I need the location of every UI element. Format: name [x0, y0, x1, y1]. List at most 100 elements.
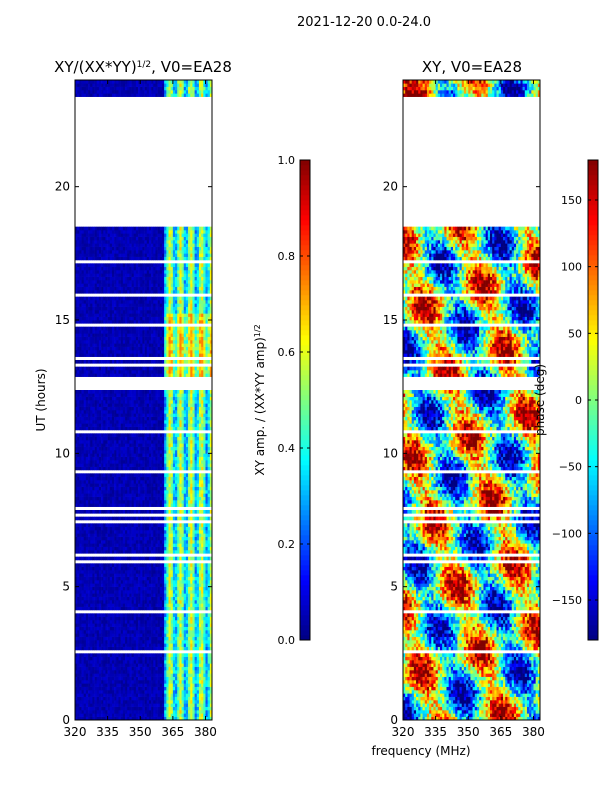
amp-cell: [92, 517, 94, 521]
amp-cell: [205, 667, 207, 671]
amp-cell: [101, 663, 103, 667]
amp-cell: [164, 667, 166, 671]
amp-cell: [147, 607, 149, 611]
amp-cell: [175, 490, 177, 494]
amp-cell: [162, 620, 164, 624]
amp-cell: [108, 563, 110, 567]
amp-cell: [142, 627, 144, 631]
amp-cell: [105, 587, 107, 591]
amp-cell: [134, 533, 136, 537]
amp-cell: [184, 543, 186, 547]
amp-cell: [145, 483, 147, 487]
amp-cell: [88, 490, 90, 494]
amp-cell: [99, 483, 101, 487]
amp-cell: [199, 500, 201, 504]
amp-cell: [149, 527, 151, 531]
amp-cell: [132, 643, 134, 647]
amp-cell: [188, 600, 190, 604]
amp-cell: [190, 583, 192, 587]
amp-cell: [175, 707, 177, 711]
amp-cell: [129, 530, 131, 534]
amp-cell: [149, 653, 151, 657]
amp-cell: [121, 563, 123, 567]
amp-cell: [88, 627, 90, 631]
amp-cell: [92, 590, 94, 594]
amp-cell: [79, 580, 81, 584]
amp-cell: [182, 617, 184, 621]
amp-cell: [95, 703, 97, 707]
amp-cell: [188, 713, 190, 717]
amp-cell: [138, 550, 140, 554]
amp-cell: [184, 630, 186, 634]
amp-cell: [118, 647, 120, 651]
amp-cell: [103, 670, 105, 674]
amp-cell: [175, 690, 177, 694]
amp-cell: [84, 490, 86, 494]
amp-cell: [177, 563, 179, 567]
amp-cell: [171, 563, 173, 567]
amp-cell: [171, 667, 173, 671]
amp-cell: [125, 530, 127, 534]
amp-cell: [123, 483, 125, 487]
amp-cell: [142, 543, 144, 547]
amp-cell: [140, 673, 142, 677]
amp-cell: [190, 573, 192, 577]
amp-cell: [110, 670, 112, 674]
amp-cell: [188, 503, 190, 507]
amp-cell: [95, 683, 97, 687]
amp-cell: [121, 670, 123, 674]
amp-cell: [129, 493, 131, 497]
amp-cell: [82, 483, 84, 487]
amp-cell: [118, 543, 120, 547]
amp-cell: [153, 540, 155, 544]
amp-cell: [138, 673, 140, 677]
amp-cell: [151, 537, 153, 541]
amp-cell: [99, 557, 101, 561]
amp-cell: [182, 587, 184, 591]
amp-cell: [162, 547, 164, 551]
amp-cell: [164, 660, 166, 664]
amp-cell: [203, 573, 205, 577]
amp-cell: [97, 527, 99, 531]
amp-cell: [184, 660, 186, 664]
amp-cell: [149, 480, 151, 484]
amp-cell: [147, 603, 149, 607]
amp-cell: [197, 497, 199, 501]
amp-cell: [134, 530, 136, 534]
amp-cell: [101, 697, 103, 701]
amp-cell: [169, 533, 171, 537]
amp-cell: [208, 597, 210, 601]
amp-cell: [125, 600, 127, 604]
amp-cell: [114, 523, 116, 527]
amp-cell: [186, 503, 188, 507]
amp-cell: [151, 583, 153, 587]
amp-cell: [123, 690, 125, 694]
amp-cell: [147, 593, 149, 597]
amp-cell: [125, 563, 127, 567]
amp-cell: [184, 613, 186, 617]
amp-cell: [158, 690, 160, 694]
amp-cell: [86, 677, 88, 681]
amp-cell: [110, 640, 112, 644]
amp-cell: [136, 490, 138, 494]
amp-cell: [108, 653, 110, 657]
amp-cell: [86, 543, 88, 547]
amp-cell: [153, 497, 155, 501]
amp-cell: [82, 593, 84, 597]
amp-cell: [190, 680, 192, 684]
amp-cell: [84, 557, 86, 561]
amp-cell: [116, 603, 118, 607]
amp-cell: [101, 480, 103, 484]
amp-cell: [101, 620, 103, 624]
amp-cell: [195, 570, 197, 574]
amp-cell: [132, 670, 134, 674]
amp-cell: [171, 620, 173, 624]
amp-cell: [169, 687, 171, 691]
amp-cell: [182, 567, 184, 571]
amp-cell: [142, 583, 144, 587]
amp-cell: [123, 503, 125, 507]
amp-cell: [197, 627, 199, 631]
amp-cell: [158, 517, 160, 521]
amp-cell: [79, 533, 81, 537]
amp-cell: [147, 480, 149, 484]
